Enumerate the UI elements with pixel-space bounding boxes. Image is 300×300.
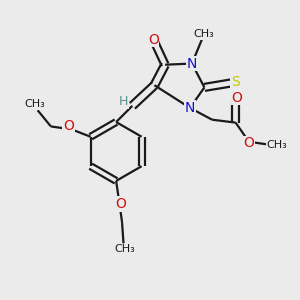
Text: H: H [119, 95, 128, 108]
Text: N: N [187, 56, 197, 70]
Text: O: O [232, 91, 243, 105]
Text: S: S [231, 74, 240, 88]
Text: O: O [244, 136, 254, 150]
Text: CH₃: CH₃ [24, 99, 45, 110]
Text: CH₃: CH₃ [266, 140, 287, 150]
Text: O: O [115, 197, 126, 211]
Text: CH₃: CH₃ [115, 244, 135, 254]
Text: CH₃: CH₃ [194, 29, 214, 39]
Text: O: O [148, 33, 159, 47]
Text: O: O [63, 119, 74, 134]
Text: N: N [185, 101, 195, 115]
